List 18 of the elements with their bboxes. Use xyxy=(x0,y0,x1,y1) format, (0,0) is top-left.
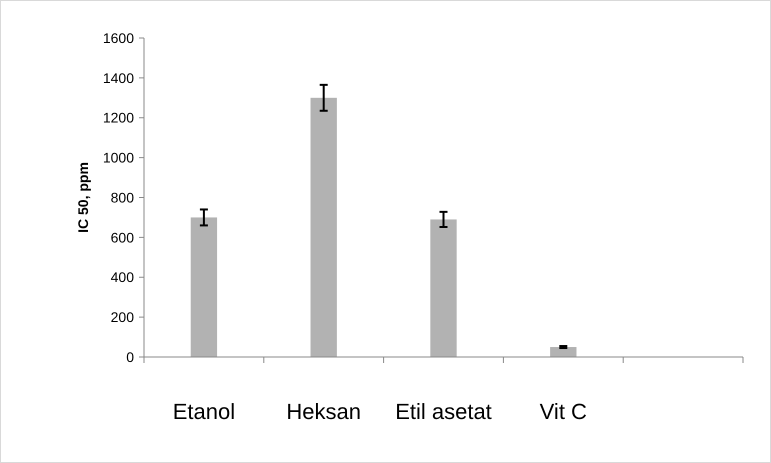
x-tick-label: Etil asetat xyxy=(395,399,492,424)
y-axis-title: IC 50, ppm xyxy=(75,162,91,233)
y-tick-label: 400 xyxy=(110,269,134,286)
bar xyxy=(190,217,218,357)
y-tick-label: 800 xyxy=(110,189,134,206)
y-tick-label: 200 xyxy=(110,309,134,326)
x-tick-label: Heksan xyxy=(286,399,361,424)
x-tick-label: Vit C xyxy=(540,399,588,424)
bar xyxy=(310,98,337,357)
x-tick-label: Etanol xyxy=(172,399,236,424)
y-tick-label: 1000 xyxy=(102,150,134,166)
bar xyxy=(550,347,576,357)
y-tick-label: 1200 xyxy=(102,110,134,126)
y-tick-label: 1400 xyxy=(102,70,134,86)
y-tick-label: 1600 xyxy=(102,30,134,46)
y-tick-label: 600 xyxy=(110,229,134,246)
y-tick-label: 0 xyxy=(126,348,134,365)
bar xyxy=(430,219,457,357)
